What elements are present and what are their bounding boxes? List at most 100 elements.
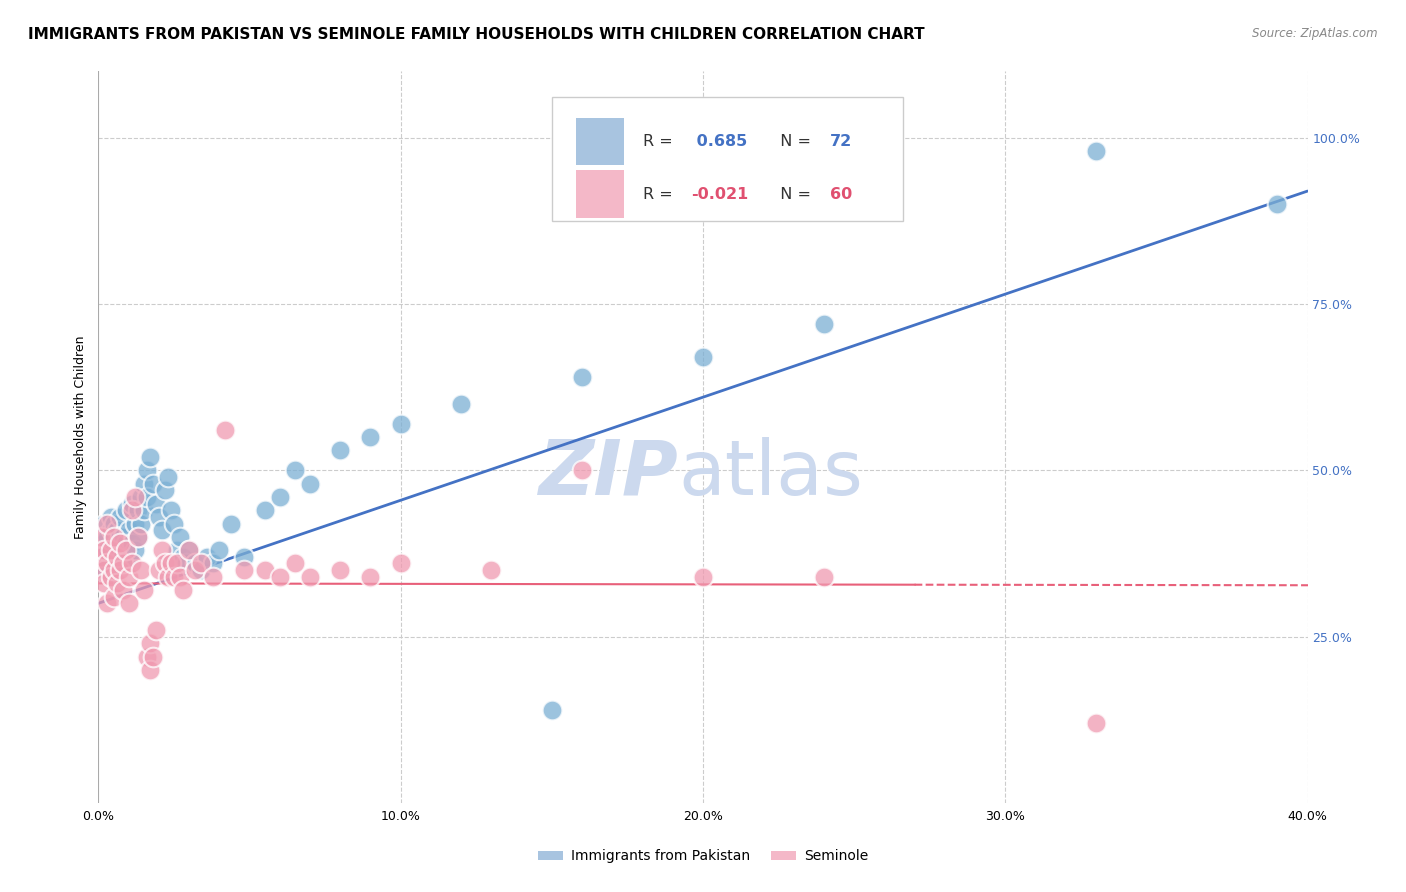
Point xyxy=(121,503,143,517)
Point xyxy=(93,536,115,550)
Text: R =: R = xyxy=(643,134,678,149)
Point xyxy=(105,549,128,564)
Point xyxy=(172,549,194,564)
Point xyxy=(135,463,157,477)
Point xyxy=(108,543,131,558)
Point xyxy=(100,509,122,524)
Legend: Immigrants from Pakistan, Seminole: Immigrants from Pakistan, Seminole xyxy=(531,844,875,869)
FancyBboxPatch shape xyxy=(553,97,903,221)
Y-axis label: Family Households with Children: Family Households with Children xyxy=(75,335,87,539)
Point xyxy=(100,570,122,584)
Point xyxy=(111,557,134,571)
Point xyxy=(174,557,197,571)
Point xyxy=(1085,144,1108,158)
Point xyxy=(132,476,155,491)
Point xyxy=(103,530,125,544)
Point xyxy=(481,563,503,577)
Point xyxy=(124,490,146,504)
Point xyxy=(139,450,162,464)
Point xyxy=(111,582,134,597)
Point xyxy=(93,543,115,558)
Text: Source: ZipAtlas.com: Source: ZipAtlas.com xyxy=(1253,27,1378,40)
Point xyxy=(121,497,143,511)
Point xyxy=(93,549,115,564)
Point xyxy=(148,563,170,577)
Point xyxy=(118,596,141,610)
Point xyxy=(1267,197,1289,211)
Point xyxy=(389,417,412,431)
Point xyxy=(127,530,149,544)
Point xyxy=(329,443,352,458)
Point xyxy=(96,516,118,531)
Point xyxy=(692,351,714,365)
Point xyxy=(96,596,118,610)
FancyBboxPatch shape xyxy=(576,170,624,218)
Point xyxy=(111,530,134,544)
Point xyxy=(114,536,136,550)
Point xyxy=(96,557,118,571)
Point xyxy=(103,516,125,531)
Point xyxy=(179,543,201,558)
Point xyxy=(142,476,165,491)
Point xyxy=(129,516,152,531)
Text: ZIP: ZIP xyxy=(538,437,679,510)
Text: atlas: atlas xyxy=(679,437,863,510)
Point xyxy=(166,557,188,571)
Point xyxy=(127,530,149,544)
Point xyxy=(96,543,118,558)
Point xyxy=(90,530,112,544)
Point xyxy=(108,563,131,577)
Point xyxy=(132,582,155,597)
Point xyxy=(93,576,115,591)
Text: N =: N = xyxy=(769,134,815,149)
Text: -0.021: -0.021 xyxy=(690,186,748,202)
Point xyxy=(284,557,307,571)
Point xyxy=(96,530,118,544)
Point xyxy=(121,557,143,571)
Point xyxy=(148,509,170,524)
Point xyxy=(100,523,122,537)
Text: IMMIGRANTS FROM PAKISTAN VS SEMINOLE FAMILY HOUSEHOLDS WITH CHILDREN CORRELATION: IMMIGRANTS FROM PAKISTAN VS SEMINOLE FAM… xyxy=(28,27,925,42)
Point xyxy=(103,563,125,577)
Point xyxy=(150,523,173,537)
Point xyxy=(108,536,131,550)
Point xyxy=(90,530,112,544)
Point xyxy=(169,530,191,544)
Point xyxy=(540,703,562,717)
Point xyxy=(571,463,593,477)
Point xyxy=(184,557,207,571)
Point xyxy=(1085,716,1108,731)
Point xyxy=(172,582,194,597)
Point xyxy=(153,557,176,571)
Point xyxy=(202,557,225,571)
Point xyxy=(360,430,382,444)
Point xyxy=(299,476,322,491)
Point xyxy=(135,649,157,664)
Point xyxy=(139,636,162,650)
Point xyxy=(124,516,146,531)
Point xyxy=(114,543,136,558)
Point xyxy=(124,543,146,558)
Point xyxy=(202,570,225,584)
Point xyxy=(571,370,593,384)
Point xyxy=(96,557,118,571)
Point xyxy=(253,503,276,517)
Point xyxy=(284,463,307,477)
Point xyxy=(105,523,128,537)
Point xyxy=(232,563,254,577)
Point xyxy=(142,649,165,664)
Point xyxy=(105,549,128,564)
Point xyxy=(118,549,141,564)
Point xyxy=(813,317,835,331)
Point xyxy=(118,523,141,537)
Point xyxy=(100,543,122,558)
Point xyxy=(692,570,714,584)
Point xyxy=(163,570,186,584)
Point xyxy=(156,570,179,584)
Point xyxy=(108,509,131,524)
FancyBboxPatch shape xyxy=(576,118,624,165)
Point xyxy=(169,570,191,584)
Point xyxy=(90,543,112,558)
Point xyxy=(360,570,382,584)
Point xyxy=(153,483,176,498)
